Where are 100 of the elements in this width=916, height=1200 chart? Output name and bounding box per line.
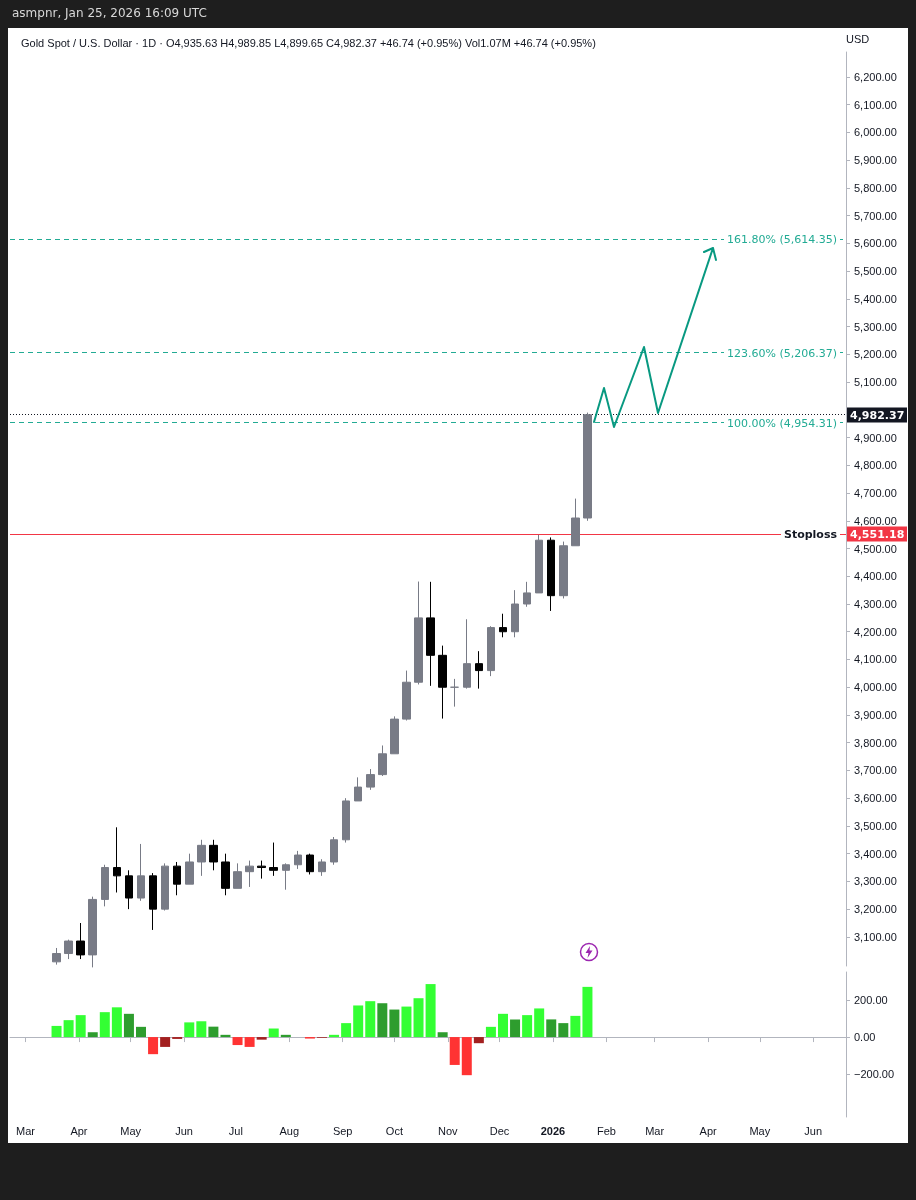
bar [497,1013,508,1038]
candlestick [342,797,350,844]
bar [99,1012,110,1038]
chart-title: Gold Spot / U.S. Dollar · 1D · O4,935.63 H4,989.85 L4,899.65 C4,982.37 +46.74 (+0.95%) Vol1.07M +46.74 (+0.95%) [21,36,596,49]
y-tick-label: 5,500.00 [854,265,897,278]
bar [51,1025,62,1038]
candlestick [76,922,85,960]
y-tick-label: 4,000.00 [854,681,897,694]
y-tick-label: 6,200.00 [854,70,897,83]
candlestick [366,768,375,791]
candlestick [547,536,555,612]
y-tick-label: 4,800.00 [854,459,897,472]
bar [546,1019,557,1038]
bar [437,1032,448,1038]
y-tick-label: 5,200.00 [854,348,897,361]
candlestick [463,618,471,690]
candlestick [197,839,206,877]
y-tick-label: 4,500.00 [854,542,897,555]
y-tick-label: 6,100.00 [854,98,897,111]
y-tick-label: 5,300.00 [854,320,897,333]
ref-line-label: 161.80% (5,614.35) [723,231,840,247]
x-tick-label: Dec [489,1124,510,1137]
bar [329,1034,340,1038]
text: 4,982.37 [847,407,908,423]
candlestick [125,869,133,910]
candlestick [511,589,519,638]
candlestick [88,896,97,968]
bar [582,986,593,1038]
candlestick [438,645,447,720]
candlestick [52,947,61,966]
candlestick [535,534,543,594]
bar [485,1026,496,1038]
bar [401,1006,412,1038]
x-tick-label: Mar [16,1124,36,1137]
y-tick-label: −200.00 [854,1068,895,1081]
x-tick-label: Sep [332,1124,353,1137]
y-tick-label: 3,200.00 [854,903,897,916]
bar [148,1037,159,1055]
candlestick [209,839,218,871]
x-tick-label: Feb [596,1124,616,1137]
candlestick [161,862,169,912]
ref-line-label: Stoploss [780,526,840,542]
bar [63,1020,74,1038]
candlestick [583,412,592,522]
text: 4,551.18 [847,526,908,542]
bar [389,1009,400,1038]
bar [510,1019,521,1038]
chart-subtitle: asmpnr, Jan 25, 2026 16:09 UTC [12,6,207,20]
bar [87,1032,98,1038]
x-tick-label: May [749,1124,771,1137]
bar [341,1023,352,1038]
candlestick [137,843,145,902]
x-tick-label: Aug [279,1124,300,1137]
candlestick [318,858,326,877]
bar [473,1037,484,1044]
bar [461,1037,472,1076]
x-tick-label: 2026 [540,1124,566,1137]
candlestick [487,625,495,677]
y-tick-label: 3,500.00 [854,819,897,832]
y-tick-label: 3,700.00 [854,764,897,777]
y-tick-label: 5,800.00 [854,181,897,194]
bar [413,998,424,1038]
x-tick-label: Jun [175,1124,193,1137]
candlestick [245,860,254,888]
y-tick-label: 3,800.00 [854,736,897,749]
bar [558,1023,569,1038]
y-tick-label: 3,300.00 [854,875,897,888]
candlestick [221,853,230,896]
bar [136,1026,146,1038]
y-tick-label: 200.00 [854,993,888,1006]
bar [111,1007,122,1038]
candlestick [402,670,411,722]
y-tick-label: 5,600.00 [854,237,897,250]
candlestick [378,744,387,777]
x-tick-label: Mar [645,1124,665,1137]
candlestick [149,872,157,931]
y-tick-label: 6,000.00 [854,126,897,139]
candlestick [282,862,290,891]
candlestick [499,613,507,638]
y-tick-label: 4,700.00 [854,487,897,500]
candlestick [330,836,338,866]
x-tick-label: Jul [228,1124,243,1137]
candlestick [414,581,423,685]
x-tick-label: Apr [699,1124,717,1137]
y-tick-label: 5,700.00 [854,209,897,222]
y-tick-label: 4,100.00 [854,653,897,666]
candlestick [269,842,278,877]
y-axis-title: USD [846,32,870,45]
y-tick-label: 5,400.00 [854,292,897,305]
ref-line-label: 100.00% (4,954.31) [723,415,840,430]
ref-line-label: 123.60% (5,206.37) [723,345,840,361]
bar [365,1001,376,1038]
candlestick [173,861,181,896]
candlestick [354,776,362,802]
candlestick [233,862,242,889]
bar [522,1015,533,1038]
candlestick [257,860,266,880]
candlestick [113,826,121,893]
x-tick-label: Jun [804,1124,823,1137]
bar [184,1022,195,1038]
